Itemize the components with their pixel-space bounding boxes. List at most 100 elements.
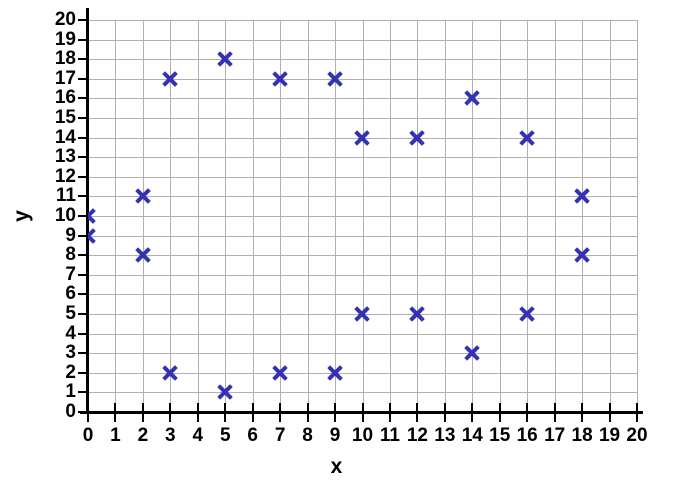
y-tick bbox=[78, 273, 87, 276]
x-tick-label: 12 bbox=[406, 425, 428, 446]
data-point-marker bbox=[519, 129, 536, 146]
data-point-marker bbox=[464, 345, 481, 362]
y-tick bbox=[78, 156, 87, 159]
data-point-marker bbox=[162, 70, 179, 87]
y-tick bbox=[78, 117, 87, 119]
gridline-horizontal bbox=[88, 333, 637, 335]
y-tick-label: 17 bbox=[54, 67, 76, 89]
data-point-marker bbox=[574, 247, 591, 264]
x-tick-inner bbox=[114, 403, 117, 412]
y-tick bbox=[78, 58, 87, 61]
x-tick-inner bbox=[636, 403, 638, 412]
x-tick-inner bbox=[608, 403, 611, 412]
y-tick bbox=[78, 254, 87, 257]
x-axis-line bbox=[80, 411, 643, 414]
data-point-marker bbox=[217, 384, 234, 401]
x-tick-label: 0 bbox=[82, 425, 94, 446]
y-tick-label: 16 bbox=[54, 87, 76, 109]
x-tick-label: 20 bbox=[626, 425, 648, 446]
x-tick-label: 11 bbox=[379, 425, 400, 446]
x-tick-label: 1 bbox=[110, 425, 121, 446]
data-point-marker bbox=[409, 306, 426, 323]
x-tick-label: 6 bbox=[247, 425, 258, 446]
x-tick-inner bbox=[306, 403, 309, 412]
y-tick bbox=[78, 19, 87, 21]
x-tick-inner bbox=[141, 403, 144, 412]
gridline-horizontal bbox=[88, 255, 637, 257]
x-tick bbox=[87, 414, 89, 422]
data-point-marker bbox=[217, 51, 234, 68]
x-tick-inner bbox=[169, 403, 172, 412]
x-tick bbox=[498, 414, 501, 422]
x-tick bbox=[306, 414, 309, 422]
y-tick-label: 12 bbox=[54, 165, 76, 187]
gridline-horizontal bbox=[88, 98, 637, 100]
data-point-marker bbox=[519, 306, 536, 323]
gridline-horizontal bbox=[88, 78, 637, 80]
data-point-marker bbox=[88, 227, 97, 244]
gridline-horizontal bbox=[88, 353, 637, 355]
y-tick-label: 6 bbox=[65, 283, 76, 305]
y-tick-label: 0 bbox=[65, 401, 76, 422]
y-tick-label: 4 bbox=[65, 322, 76, 344]
y-tick bbox=[78, 215, 87, 217]
x-tick bbox=[224, 414, 227, 422]
data-point-marker bbox=[134, 247, 151, 264]
y-tick bbox=[78, 175, 87, 178]
x-tick bbox=[443, 414, 446, 422]
x-tick bbox=[526, 414, 529, 422]
x-tick bbox=[114, 414, 117, 422]
x-tick-label: 7 bbox=[274, 425, 286, 446]
x-tick-inner bbox=[471, 403, 474, 412]
x-tick bbox=[169, 414, 172, 422]
x-tick-label: 8 bbox=[302, 425, 313, 446]
data-point-marker bbox=[354, 129, 371, 146]
x-tick-label: 16 bbox=[516, 425, 538, 446]
x-tick bbox=[141, 414, 144, 422]
gridline-horizontal bbox=[88, 196, 637, 198]
x-tick-label: 14 bbox=[461, 425, 483, 446]
data-point-marker bbox=[354, 306, 371, 323]
x-tick-inner bbox=[361, 403, 364, 412]
x-axis-label: x bbox=[330, 455, 343, 478]
x-tick-inner bbox=[334, 403, 337, 412]
gridline-horizontal bbox=[88, 372, 637, 374]
x-tick-label: 9 bbox=[329, 425, 341, 446]
y-tick-label: 13 bbox=[54, 146, 76, 168]
x-tick-inner bbox=[553, 403, 556, 412]
x-tick-label: 15 bbox=[489, 425, 511, 446]
y-axis-label-wrap: y bbox=[0, 0, 52, 432]
x-tick-inner bbox=[443, 403, 446, 412]
y-axis-tick-labels: 0 1 2 3 4 5 6 7 8 9 10 11 12 13 14 15 16 17 18 19 20 bbox=[28, 0, 76, 486]
x-tick bbox=[608, 414, 611, 422]
x-tick-label: 3 bbox=[165, 425, 176, 446]
x-tick bbox=[581, 414, 584, 422]
x-tick-label: 13 bbox=[434, 425, 456, 446]
y-tick-label: 19 bbox=[54, 28, 76, 50]
x-tick-inner bbox=[388, 403, 391, 412]
y-tick-label: 18 bbox=[54, 48, 76, 70]
gridline-horizontal bbox=[88, 39, 637, 41]
y-tick-label: 15 bbox=[54, 107, 76, 128]
data-point-marker bbox=[272, 70, 289, 87]
data-point-marker bbox=[327, 70, 344, 87]
y-tick-label: 7 bbox=[65, 263, 76, 285]
x-tick bbox=[251, 414, 254, 422]
y-tick bbox=[78, 195, 87, 198]
x-tick-label: 5 bbox=[219, 425, 231, 446]
x-tick-inner bbox=[581, 403, 584, 412]
y-tick bbox=[78, 313, 87, 315]
y-tick-label: 3 bbox=[65, 342, 76, 364]
y-tick-label: 8 bbox=[65, 244, 76, 266]
x-tick bbox=[636, 414, 638, 422]
x-tick bbox=[196, 414, 199, 422]
x-tick-inner bbox=[279, 403, 282, 412]
x-tick-label: 19 bbox=[598, 425, 621, 446]
data-point-marker bbox=[162, 364, 179, 381]
data-point-marker bbox=[134, 188, 151, 205]
x-tick-inner bbox=[87, 403, 89, 412]
y-tick-label: 1 bbox=[65, 381, 76, 403]
y-tick bbox=[78, 411, 87, 413]
x-tick-label: 2 bbox=[137, 425, 149, 446]
x-tick bbox=[334, 414, 337, 422]
